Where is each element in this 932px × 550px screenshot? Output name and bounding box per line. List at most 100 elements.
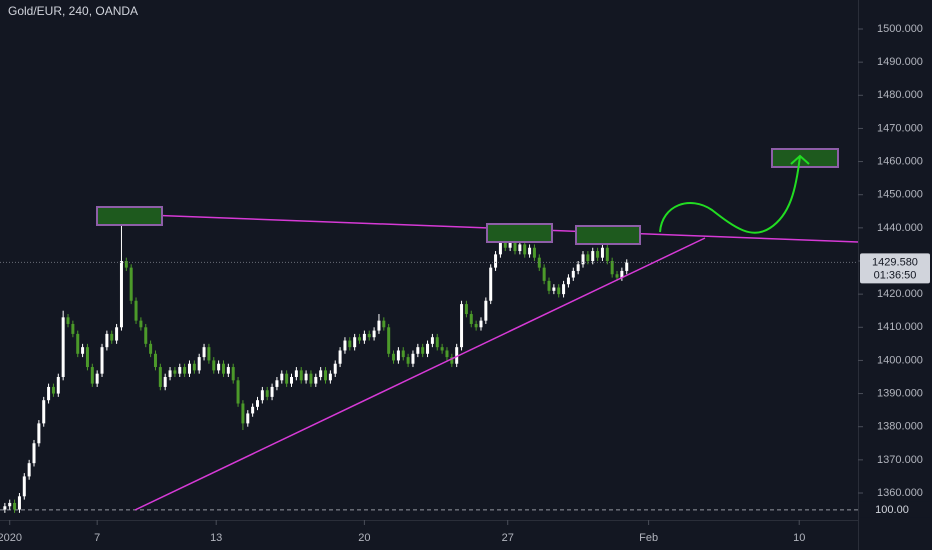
- candle-body: [358, 337, 362, 341]
- candle-body: [435, 337, 439, 348]
- candle-body: [411, 353, 415, 364]
- candle-body: [119, 260, 123, 328]
- y-tick-label: 1480.000: [877, 89, 923, 101]
- candle-body: [430, 337, 434, 344]
- candle-body: [212, 360, 216, 371]
- candle-body: [328, 373, 332, 381]
- candle-body: [255, 400, 259, 407]
- last-price-box: [860, 253, 930, 284]
- candle-body: [362, 333, 366, 341]
- candle-body: [173, 370, 177, 374]
- candle-body: [547, 280, 551, 291]
- y-tick-label: 1400.000: [877, 354, 923, 366]
- candle-body: [333, 363, 337, 374]
- candle-body: [51, 386, 55, 394]
- candle-body: [22, 476, 26, 497]
- x-tick-label: Feb: [639, 532, 658, 544]
- candle-body: [532, 247, 536, 258]
- candle-body: [566, 277, 570, 285]
- x-tick-label: 20: [358, 532, 370, 544]
- candle-body: [576, 264, 580, 271]
- candle-body: [61, 317, 65, 377]
- candle-body: [163, 376, 167, 387]
- x-tick-label: 10: [793, 532, 805, 544]
- y-tick-label: 1490.000: [877, 56, 923, 68]
- candle-body: [455, 347, 459, 364]
- candle-body: [610, 260, 614, 275]
- candle-body: [518, 244, 522, 252]
- candle-body: [503, 241, 507, 248]
- candle-body: [144, 327, 148, 344]
- baseline-label: 100.00: [875, 504, 909, 516]
- candle-body: [226, 367, 230, 374]
- y-tick-label: 1440.000: [877, 222, 923, 234]
- candle-body: [489, 267, 493, 301]
- candle-body: [591, 251, 595, 261]
- candle-body: [508, 241, 512, 248]
- candle-body: [299, 370, 303, 381]
- candle-body: [32, 443, 36, 464]
- candle-body: [134, 300, 138, 321]
- candle-body: [285, 373, 289, 384]
- candle-body: [294, 370, 298, 377]
- candle-body: [42, 400, 46, 424]
- candle-body: [47, 386, 51, 401]
- candle-body: [382, 320, 386, 328]
- zone-box: [486, 223, 553, 243]
- y-tick-label: 1370.000: [877, 454, 923, 466]
- candle-body: [426, 343, 430, 354]
- candle-body: [338, 350, 342, 364]
- drawings: [96, 148, 859, 511]
- candle-body: [95, 373, 99, 384]
- y-tick-label: 1500.000: [877, 23, 923, 35]
- candle-body: [110, 333, 114, 341]
- candle-body: [251, 406, 255, 414]
- candle-body: [625, 262, 629, 271]
- candle-body: [469, 314, 473, 324]
- candle-body: [596, 251, 600, 258]
- candle-body: [197, 357, 201, 371]
- candle-body: [139, 320, 143, 328]
- candle-body: [153, 353, 157, 368]
- candle-body: [537, 257, 541, 268]
- candle-body: [241, 403, 245, 424]
- candle-body: [290, 376, 294, 384]
- candle-body: [246, 413, 250, 424]
- candle-body: [552, 287, 556, 291]
- candle-body: [494, 254, 498, 268]
- y-tick-label: 1390.000: [877, 387, 923, 399]
- y-tick-label: 1450.000: [877, 189, 923, 201]
- candle-body: [149, 343, 153, 354]
- candle-body: [304, 373, 308, 381]
- candle-body: [484, 300, 488, 321]
- x-tick-label: 7: [94, 532, 100, 544]
- candle-body: [392, 353, 396, 361]
- y-tick-label: 1410.000: [877, 321, 923, 333]
- candle-body: [615, 274, 619, 278]
- x-tick-label: 13: [210, 532, 222, 544]
- candle-body: [377, 320, 381, 331]
- x-tick-label: 2020: [0, 532, 22, 544]
- candle-body: [270, 386, 274, 397]
- candle-body: [557, 287, 561, 295]
- candle-body: [479, 320, 483, 328]
- candle-body: [100, 347, 104, 374]
- candle-body: [192, 363, 196, 371]
- candle-body: [178, 367, 182, 374]
- candle-body: [105, 333, 109, 348]
- baseline-label-box: [860, 501, 930, 518]
- candle-body: [85, 347, 89, 368]
- candle-body: [314, 376, 318, 384]
- zone-box: [96, 206, 163, 226]
- candle-body: [221, 363, 225, 374]
- axes: 1360.000 1370.000 1380.000 1390.000 1400.000…: [0, 23, 930, 544]
- candle-body: [464, 304, 468, 315]
- candle-body: [581, 254, 585, 265]
- candle-body: [620, 270, 624, 278]
- candle-body: [474, 323, 478, 328]
- candle-body: [562, 284, 566, 295]
- projection-arrow: [659, 154, 810, 234]
- candle-body: [275, 380, 279, 387]
